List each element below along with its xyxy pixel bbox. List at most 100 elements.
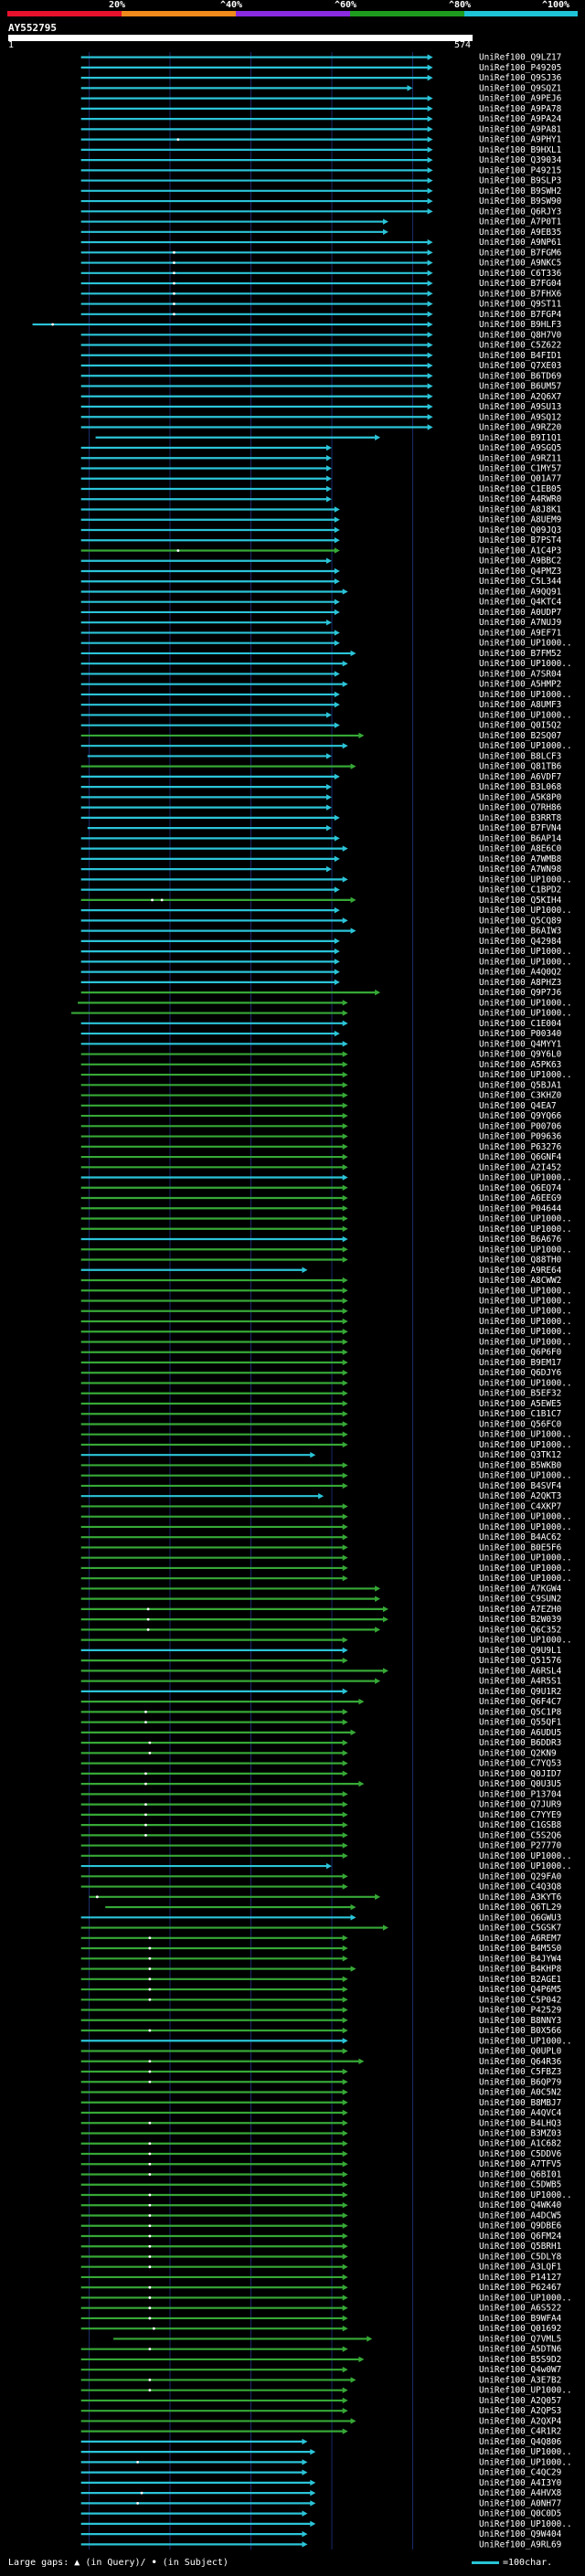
hit-row[interactable]: UniRef100_A6EEG9 [80,1193,562,1203]
hit-row[interactable]: UniRef100_Q64R36 [80,2057,562,2067]
hit-row[interactable]: UniRef100_UP1000.. [80,1440,572,1450]
hit-row[interactable]: UniRef100_C5DDV6 [80,2149,562,2159]
hit-row[interactable]: UniRef100_A1C4P3 [80,546,562,556]
hit-row[interactable]: UniRef100_Q3TK12 [80,1450,562,1460]
hit-row[interactable]: UniRef100_UP1000.. [80,1070,572,1080]
hit-row[interactable]: UniRef100_UP1000.. [80,1307,572,1317]
hit-row[interactable]: UniRef100_A9BBC2 [80,557,562,567]
hit-row[interactable]: UniRef100_UP1000.. [80,1245,572,1255]
hit-row[interactable]: UniRef100_Q4Q806 [80,2437,562,2447]
hit-row[interactable]: UniRef100_Q7VML5 [113,2334,561,2344]
hit-row[interactable]: UniRef100_B6AIW3 [80,927,562,937]
hit-row[interactable]: UniRef100_A2QKT3 [80,1491,562,1501]
hit-row[interactable]: UniRef100_C7YQ53 [80,1759,562,1769]
hit-row[interactable]: UniRef100_A9RZ20 [80,423,562,433]
hit-row[interactable]: UniRef100_P62467 [80,2283,562,2293]
hit-row[interactable]: UniRef100_A7WN98 [80,864,562,875]
hit-row[interactable]: UniRef100_Q6P6F0 [80,1348,562,1358]
hit-row[interactable]: UniRef100_B7FVN4 [87,823,562,833]
hit-row[interactable]: UniRef100_B7FM52 [80,649,562,659]
hit-row[interactable]: UniRef100_Q5CQ89 [80,916,562,926]
hit-row[interactable]: UniRef100_A9PA24 [80,114,562,124]
hit-row[interactable]: UniRef100_Q0U3U5 [80,1779,562,1789]
hit-row[interactable]: UniRef100_C5Z622 [80,341,562,351]
hit-row[interactable]: UniRef100_C1GSB8 [80,1820,562,1830]
hit-row[interactable]: UniRef100_Q0I5Q2 [80,721,562,731]
hit-row[interactable]: UniRef100_A0C5N2 [80,2088,562,2098]
hit-row[interactable]: UniRef100_B8MBJ7 [80,2098,562,2108]
hit-row[interactable]: UniRef100_Q7XE03 [80,361,562,371]
hit-row[interactable]: UniRef100_Q7RH86 [80,803,562,813]
hit-row[interactable]: UniRef100_UP1000.. [80,875,572,885]
hit-row[interactable]: UniRef100_B0E5F6 [80,1542,562,1553]
hit-row[interactable]: UniRef100_Q4KTC4 [80,598,562,608]
hit-row[interactable]: UniRef100_UP1000.. [80,710,572,720]
hit-row[interactable]: UniRef100_Q9LZ17 [80,53,562,63]
hit-row[interactable]: UniRef100_A4DCW5 [80,2210,562,2221]
hit-row[interactable]: UniRef100_Q4EA7 [80,1101,557,1111]
hit-row[interactable]: UniRef100_A2QXP4 [80,2416,562,2426]
hit-row[interactable]: UniRef100_A0UDP7 [80,608,562,618]
hit-row[interactable]: UniRef100_Q7JUR9 [80,1800,562,1810]
hit-row[interactable]: UniRef100_Q4MYY1 [80,1039,562,1049]
hit-row[interactable]: UniRef100_B6A676 [80,1235,562,1245]
hit-row[interactable]: UniRef100_B8LCF3 [87,751,562,761]
hit-row[interactable]: UniRef100_B3L068 [80,782,562,792]
hit-row[interactable]: UniRef100_A7SR04 [80,669,562,679]
hit-row[interactable]: UniRef100_UP1000.. [80,2447,572,2457]
hit-row[interactable]: UniRef100_Q6EQ74 [80,1183,562,1193]
hit-row[interactable]: UniRef100_UP1000.. [80,906,572,916]
hit-row[interactable]: UniRef100_P00706 [80,1121,562,1131]
hit-row[interactable]: UniRef100_A9PHY1 [80,135,562,145]
hit-row[interactable]: UniRef100_UP1000.. [80,2036,572,2046]
hit-row[interactable]: UniRef100_B4JYW4 [80,1954,562,1964]
hit-row[interactable]: UniRef100_A2I452 [80,1162,562,1172]
hit-row[interactable]: UniRef100_C6T336 [80,269,562,279]
hit-row[interactable]: UniRef100_Q42984 [80,937,562,947]
hit-row[interactable]: UniRef100_B4AC62 [80,1532,562,1542]
hit-row[interactable]: UniRef100_C5GSK7 [80,1924,562,1934]
hit-row[interactable]: UniRef100_P13704 [80,1789,562,1799]
hit-row[interactable]: UniRef100_UP1000.. [80,690,572,700]
hit-row[interactable]: UniRef100_UP1000.. [80,659,572,669]
hit-row[interactable]: UniRef100_UP1000.. [80,1851,572,1861]
hit-row[interactable]: UniRef100_B5EF32 [80,1389,562,1399]
hit-row[interactable]: UniRef100_Q6BI01 [80,2169,562,2179]
hit-row[interactable]: UniRef100_UP1000.. [80,1214,572,1224]
hit-row[interactable]: UniRef100_A4Q0Q2 [80,968,562,978]
hit-row[interactable]: UniRef100_A9PA78 [80,104,562,114]
hit-row[interactable]: UniRef100_C5L344 [80,577,562,587]
hit-row[interactable]: UniRef100_B9WFA4 [80,2314,562,2324]
hit-row[interactable]: UniRef100_B6TD69 [80,371,562,381]
hit-row[interactable]: UniRef100_Q6GWU3 [80,1913,562,1923]
hit-row[interactable]: UniRef100_A7P0T1 [80,217,562,228]
hit-row[interactable]: UniRef100_B9EM17 [80,1358,562,1368]
hit-row[interactable]: UniRef100_A4HVX8 [80,2488,562,2498]
hit-row[interactable]: UniRef100_C1E004 [80,1019,562,1029]
hit-row[interactable]: UniRef100_A9QQ91 [80,587,562,597]
hit-row[interactable]: UniRef100_Q9P7J6 [80,988,562,998]
hit-row[interactable]: UniRef100_Q55QF1 [80,1718,562,1728]
hit-row[interactable]: UniRef100_P49205 [80,63,562,73]
hit-row[interactable]: UniRef100_Q6F4C7 [80,1697,562,1707]
hit-row[interactable]: UniRef100_A2Q6X7 [80,392,562,402]
hit-row[interactable]: UniRef100_P42529 [80,2006,562,2016]
hit-row[interactable]: UniRef100_B9HXL1 [80,145,562,155]
hit-row[interactable]: UniRef100_A8E6C0 [80,844,562,854]
hit-row[interactable]: UniRef100_B4KHP8 [80,1965,562,1975]
hit-row[interactable]: UniRef100_Q29FA0 [80,1871,562,1882]
hit-row[interactable]: UniRef100_UP1000.. [80,1337,572,1347]
hit-row[interactable]: UniRef100_A6UDU5 [80,1728,562,1738]
hit-row[interactable]: UniRef100_C4XKP7 [80,1501,562,1511]
hit-row[interactable]: UniRef100_Q01692 [80,2324,562,2334]
hit-row[interactable]: UniRef100_Q9SJ36 [80,73,562,83]
hit-row[interactable]: UniRef100_B4M5S0 [80,1944,562,1954]
hit-row[interactable]: UniRef100_C7YYE9 [80,1810,562,1820]
hit-row[interactable]: UniRef100_UP1000.. [80,2519,572,2529]
hit-row[interactable]: UniRef100_P63276 [80,1142,562,1152]
hit-row[interactable]: UniRef100_C4Q3Q8 [80,1882,562,1892]
hit-row[interactable]: UniRef100_P49215 [80,165,562,175]
hit-row[interactable]: UniRef100_A9NP61 [80,238,562,248]
hit-row[interactable]: UniRef100_UP1000.. [80,1378,572,1388]
hit-row[interactable]: UniRef100_A8PHZ3 [80,978,562,988]
